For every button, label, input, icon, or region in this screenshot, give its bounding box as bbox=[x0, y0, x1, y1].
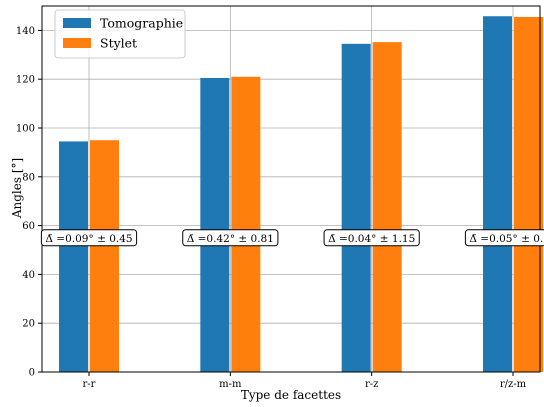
x-axis-label: Type de facettes bbox=[241, 388, 341, 402]
bar-stylet-2 bbox=[231, 76, 261, 372]
legend-swatch-tomographie bbox=[63, 18, 91, 28]
y-tick-label: 0 bbox=[29, 368, 35, 379]
axes bbox=[41, 5, 541, 373]
x-tick-label: r-r bbox=[83, 379, 96, 390]
legend-label-tomographie: Tomographie bbox=[100, 16, 183, 31]
tick-labels: 0 20 40 60 80 100 120 140 r-r m-m r-z r/z-m bbox=[16, 26, 527, 390]
y-tick-label: 80 bbox=[22, 172, 35, 183]
y-tick-label: 100 bbox=[16, 124, 35, 135]
bar-stylet-1 bbox=[90, 140, 119, 372]
annotations: Δ̄ =0.09° ± 0.45 Δ̄ =0.42° ± 0.81 Δ̄ =0.04… bbox=[40, 229, 544, 247]
bar-tomographie-1 bbox=[59, 141, 88, 372]
bar-tomographie-3 bbox=[341, 43, 371, 372]
annotation-box bbox=[182, 229, 279, 247]
bar-stylet-4 bbox=[514, 16, 543, 372]
y-tick-label: 20 bbox=[22, 319, 35, 330]
y-tick-label: 40 bbox=[22, 270, 35, 281]
y-axis-label: Angles [°] bbox=[10, 158, 24, 219]
bars bbox=[59, 16, 543, 373]
annotation-text: Δ̄ =0.09° ± 0.45 bbox=[45, 233, 132, 245]
legend-label-stylet: Stylet bbox=[100, 36, 137, 51]
annotation-text: Δ̄ =0.05° ± 0.61 bbox=[469, 233, 544, 245]
legend-swatch-stylet bbox=[63, 38, 91, 48]
y-tick-label: 120 bbox=[16, 75, 35, 86]
legend: Tomographie Stylet bbox=[54, 9, 186, 59]
annotation-text: Δ̄ =0.42° ± 0.81 bbox=[187, 233, 274, 245]
annotation-box bbox=[464, 229, 544, 247]
bar-tomographie-2 bbox=[200, 77, 230, 372]
annotation-box bbox=[40, 229, 138, 247]
x-tick-label: m-m bbox=[219, 379, 242, 390]
y-tick-label: 140 bbox=[16, 26, 35, 37]
y-tick-label: 60 bbox=[22, 221, 35, 232]
annotation-box bbox=[323, 229, 420, 247]
plot-frame bbox=[41, 5, 541, 373]
bar-stylet-3 bbox=[372, 42, 402, 372]
x-tick-label: r/z-m bbox=[500, 379, 527, 390]
bar-tomographie-4 bbox=[483, 16, 512, 373]
x-tick-label: r-z bbox=[365, 379, 378, 390]
annotation-text: Δ̄ =0.04° ± 1.15 bbox=[328, 233, 415, 245]
